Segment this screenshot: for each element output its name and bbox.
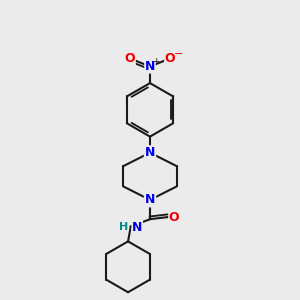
Text: O: O — [165, 52, 176, 65]
Text: O: O — [169, 211, 179, 224]
Text: N: N — [145, 194, 155, 206]
Text: N: N — [145, 146, 155, 159]
Text: −: − — [173, 49, 183, 58]
Text: O: O — [124, 52, 135, 65]
Text: H: H — [119, 222, 129, 232]
Text: N: N — [145, 60, 155, 73]
Text: +: + — [152, 57, 160, 66]
Text: N: N — [132, 221, 142, 234]
